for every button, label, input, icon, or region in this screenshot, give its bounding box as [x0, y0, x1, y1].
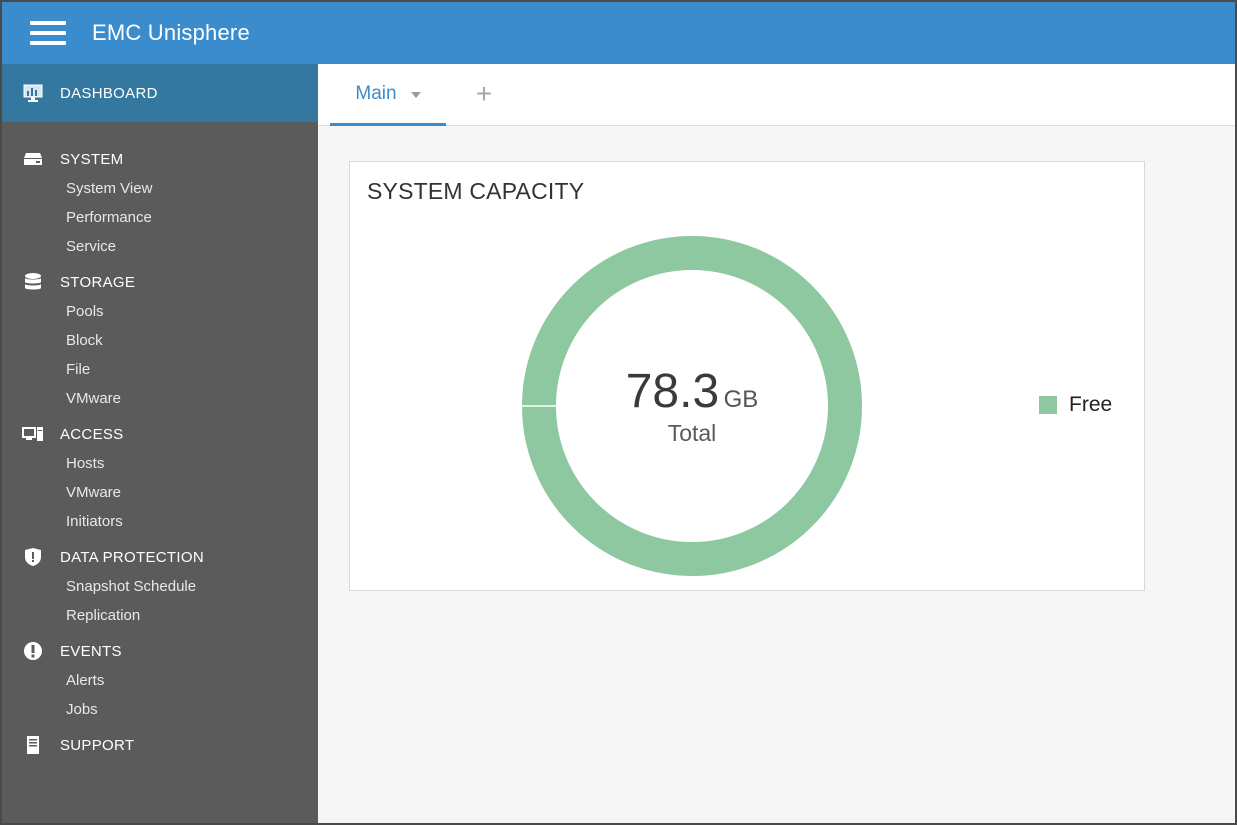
sidebar-item-system-view[interactable]: System View: [66, 180, 153, 197]
capacity-donut-chart: [522, 236, 862, 576]
hamburger-menu-icon[interactable]: [30, 21, 66, 45]
sidebar-section-access: ACCESS Hosts VMware Initiators: [2, 413, 318, 536]
sidebar-item-events-label: EVENTS: [60, 642, 122, 660]
widget-title: SYSTEM CAPACITY: [367, 178, 585, 204]
sidebar-section-storage: STORAGE Pools Block File VMware: [2, 261, 318, 413]
document-icon: [22, 735, 44, 755]
system-capacity-widget: SYSTEM CAPACITY 78.3 GB Total Free: [349, 161, 1145, 591]
top-bar: EMC Unisphere: [2, 2, 1235, 64]
sidebar-item-service[interactable]: Service: [66, 238, 117, 255]
app-title: EMC Unisphere: [92, 20, 250, 45]
sidebar-item-block[interactable]: Block: [66, 332, 103, 349]
total-capacity-unit: GB: [723, 386, 759, 413]
sidebar-section-events: EVENTS Alerts Jobs: [2, 630, 318, 724]
chevron-down-icon[interactable]: [410, 91, 421, 98]
sidebar-item-dashboard[interactable]: DASHBOARD: [2, 64, 318, 122]
sidebar-item-performance[interactable]: Performance: [66, 209, 152, 226]
main-content: Main + SYSTEM CAPACITY 78.3 GB Total Fre…: [318, 64, 1235, 823]
sidebar-item-data-protection-label: DATA PROTECTION: [60, 548, 204, 566]
tab-bar: Main +: [318, 64, 1235, 126]
sidebar-item-system-label: SYSTEM: [60, 150, 124, 168]
sidebar-item-storage[interactable]: STORAGE: [2, 267, 318, 297]
sidebar-item-initiators[interactable]: Initiators: [66, 513, 123, 530]
total-capacity-label: Total: [667, 420, 717, 446]
sidebar-item-system[interactable]: SYSTEM: [2, 144, 318, 174]
database-icon: [22, 272, 44, 292]
sidebar-item-jobs[interactable]: Jobs: [66, 701, 98, 718]
sidebar-item-events[interactable]: EVENTS: [2, 636, 318, 666]
sidebar-section-data-protection: DATA PROTECTION Snapshot Schedule Replic…: [2, 536, 318, 630]
add-tab-button[interactable]: +: [475, 78, 493, 109]
total-capacity-value: 78.3 GB: [520, 364, 864, 419]
sidebar-item-replication[interactable]: Replication: [66, 607, 141, 624]
hosts-icon: [22, 424, 44, 444]
sidebar-item-access[interactable]: ACCESS: [2, 419, 318, 449]
sidebar: DASHBOARD SYSTEM System View Performance…: [2, 64, 318, 823]
legend-swatch-free: [1039, 396, 1057, 414]
sidebar-item-pools[interactable]: Pools: [66, 303, 104, 320]
sidebar-section-support: SUPPORT: [2, 724, 318, 760]
sidebar-item-snapshot-schedule[interactable]: Snapshot Schedule: [66, 578, 197, 595]
dashboard-monitor-icon: [22, 83, 44, 103]
sidebar-section-system: SYSTEM System View Performance Service: [2, 138, 318, 261]
legend-label-free[interactable]: Free: [1069, 393, 1113, 416]
sidebar-item-access-label: ACCESS: [60, 425, 124, 443]
sidebar-item-support[interactable]: SUPPORT: [2, 730, 318, 760]
tab-main[interactable]: Main: [330, 64, 446, 126]
alert-icon: [22, 641, 44, 661]
sidebar-item-storage-label: STORAGE: [60, 273, 136, 291]
server-icon: [22, 149, 44, 169]
tab-main-label: Main: [355, 82, 397, 104]
sidebar-item-hosts[interactable]: Hosts: [66, 455, 105, 472]
sidebar-item-dashboard-label: DASHBOARD: [60, 84, 158, 102]
sidebar-item-vmware-access[interactable]: VMware: [66, 484, 122, 501]
chart-legend: Free: [1039, 393, 1112, 417]
sidebar-item-file[interactable]: File: [66, 361, 91, 378]
sidebar-item-vmware-storage[interactable]: VMware: [66, 390, 122, 407]
sidebar-item-data-protection[interactable]: DATA PROTECTION: [2, 542, 318, 572]
shield-icon: [22, 547, 44, 567]
sidebar-item-support-label: SUPPORT: [60, 736, 135, 754]
total-capacity-number: 78.3: [625, 365, 720, 418]
sidebar-item-alerts[interactable]: Alerts: [66, 672, 105, 689]
